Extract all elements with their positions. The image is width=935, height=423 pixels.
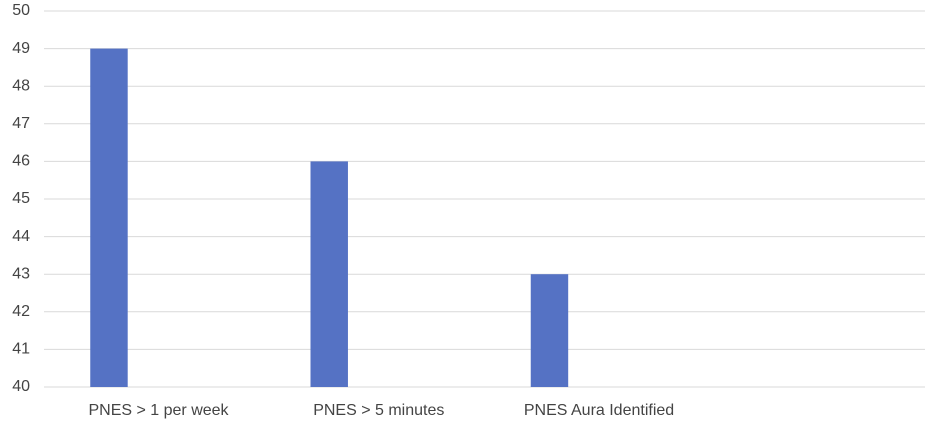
y-tick-label: 50 [12,2,30,19]
bar [310,161,348,387]
y-tick-label: 48 [12,77,30,94]
y-tick-label: 49 [12,40,30,57]
x-tick-label: PNES > 1 per week [88,402,229,419]
y-tick-label: 45 [12,190,30,207]
y-tick-label: 43 [12,265,30,282]
x-tick-label: PNES Aura Identified [524,402,674,419]
y-tick-label: 42 [12,303,30,320]
y-tick-label: 47 [12,115,30,132]
y-tick-label: 46 [12,153,30,170]
x-tick-label: PNES > 5 minutes [313,402,444,419]
bar [90,48,128,387]
bar [530,274,569,387]
y-tick-label: 40 [12,378,30,395]
y-tick-label: 41 [12,341,30,358]
y-tick-label: 44 [12,228,30,245]
